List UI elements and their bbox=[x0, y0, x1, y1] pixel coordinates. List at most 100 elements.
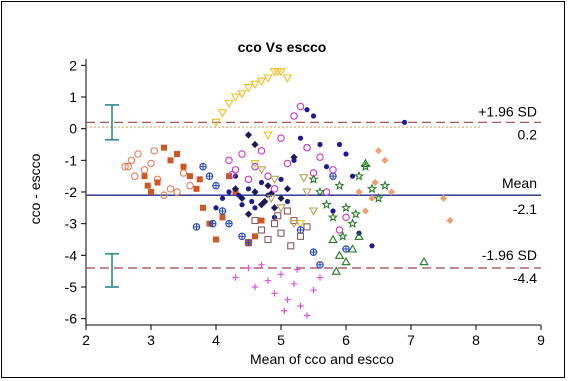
data-point bbox=[226, 189, 232, 195]
data-point bbox=[140, 166, 149, 174]
bland-altman-chart: cco Vs escco 210-1-2-3-4-5-62 3 4 5 6 7 8 9+1.9… bbox=[27, 39, 546, 367]
data-point bbox=[225, 219, 233, 228]
data-point bbox=[328, 234, 338, 244]
data-point bbox=[224, 99, 234, 109]
data-point bbox=[147, 159, 155, 168]
data-point bbox=[317, 141, 323, 148]
data-point bbox=[374, 147, 383, 155]
data-point bbox=[213, 236, 219, 243]
data-point bbox=[308, 173, 319, 184]
data-point bbox=[187, 173, 193, 180]
data-point bbox=[205, 172, 214, 180]
data-point bbox=[334, 180, 345, 191]
data-point bbox=[238, 194, 246, 202]
data-point bbox=[323, 164, 330, 170]
upper-limit-value: 0.2 bbox=[518, 126, 538, 142]
data-point bbox=[316, 274, 324, 281]
data-point bbox=[327, 211, 339, 222]
data-point bbox=[167, 157, 174, 164]
data-point bbox=[245, 264, 252, 272]
x-axis-title: Mean of cco and escco bbox=[250, 351, 394, 367]
x-tick-label: 2 bbox=[82, 332, 90, 348]
data-point bbox=[258, 261, 265, 269]
data-point bbox=[231, 185, 240, 193]
data-point bbox=[264, 277, 272, 284]
data-point bbox=[264, 235, 272, 244]
data-point bbox=[252, 233, 258, 240]
lower-limit-value: -4.4 bbox=[513, 270, 537, 286]
data-point bbox=[336, 141, 343, 148]
data-point bbox=[270, 185, 279, 193]
data-point bbox=[371, 178, 379, 187]
data-point bbox=[341, 256, 351, 266]
data-point bbox=[381, 156, 389, 164]
data-point bbox=[276, 204, 286, 213]
y-tick-label: -3 bbox=[65, 216, 78, 232]
data-point bbox=[289, 220, 299, 229]
data-point bbox=[127, 156, 136, 165]
data-point bbox=[186, 181, 194, 190]
data-point bbox=[278, 176, 284, 182]
data-point bbox=[141, 173, 148, 180]
data-point bbox=[360, 158, 371, 168]
data-point bbox=[236, 192, 242, 198]
data-point bbox=[366, 183, 378, 194]
data-point bbox=[228, 170, 237, 179]
data-point bbox=[179, 169, 188, 177]
data-point bbox=[321, 199, 332, 210]
mean-value: -2.1 bbox=[513, 201, 537, 217]
data-point bbox=[192, 223, 201, 231]
data-point bbox=[251, 140, 259, 149]
data-point bbox=[281, 307, 288, 314]
data-point bbox=[261, 197, 269, 206]
data-point bbox=[272, 68, 283, 77]
data-point bbox=[296, 232, 305, 240]
data-point bbox=[330, 208, 336, 214]
data-point bbox=[225, 156, 233, 165]
data-point bbox=[251, 216, 259, 225]
data-point bbox=[243, 83, 254, 93]
data-point bbox=[329, 166, 337, 174]
y-tick-label: 1 bbox=[69, 89, 77, 105]
data-point bbox=[419, 256, 429, 266]
y-tick-label: 0 bbox=[69, 121, 77, 137]
data-point bbox=[212, 181, 220, 190]
data-point bbox=[256, 166, 267, 175]
x-tick-label: 9 bbox=[537, 332, 545, 348]
chart-title: cco Vs escco bbox=[238, 39, 327, 55]
data-point bbox=[342, 213, 350, 222]
data-point bbox=[303, 312, 311, 319]
plot-area: 210-1-2-3-4-5-62 3 4 5 6 7 8 9+1.96 SD0.2Mean-2… bbox=[65, 57, 546, 348]
data-point bbox=[282, 74, 293, 83]
x-tick-label: 6 bbox=[342, 332, 350, 348]
data-point bbox=[144, 182, 151, 189]
mean-label: Mean bbox=[502, 175, 537, 191]
x-tick-label: 4 bbox=[212, 332, 220, 348]
data-point bbox=[256, 77, 267, 86]
y-tick-label: -1 bbox=[65, 152, 78, 168]
data-point bbox=[295, 220, 306, 229]
data-point bbox=[303, 143, 311, 152]
data-point bbox=[347, 244, 358, 253]
data-point bbox=[251, 283, 259, 291]
data-point bbox=[219, 214, 226, 221]
data-point bbox=[180, 163, 187, 170]
data-point bbox=[296, 226, 305, 234]
y-tick-label: 2 bbox=[69, 57, 77, 73]
data-point bbox=[277, 271, 285, 278]
data-point bbox=[316, 153, 324, 161]
data-point bbox=[303, 223, 311, 231]
data-point bbox=[244, 238, 253, 247]
x-tick-label: 8 bbox=[472, 332, 480, 348]
data-point bbox=[200, 204, 206, 211]
data-point bbox=[355, 188, 363, 196]
data-point bbox=[244, 175, 253, 184]
data-point bbox=[322, 188, 331, 196]
data-point bbox=[270, 204, 279, 212]
data-point bbox=[237, 90, 247, 99]
y-tick-label: -6 bbox=[65, 311, 78, 327]
upper-limit-label: +1.96 SD bbox=[478, 103, 537, 119]
data-point bbox=[290, 280, 298, 288]
data-point bbox=[349, 173, 356, 179]
data-point bbox=[232, 274, 239, 281]
